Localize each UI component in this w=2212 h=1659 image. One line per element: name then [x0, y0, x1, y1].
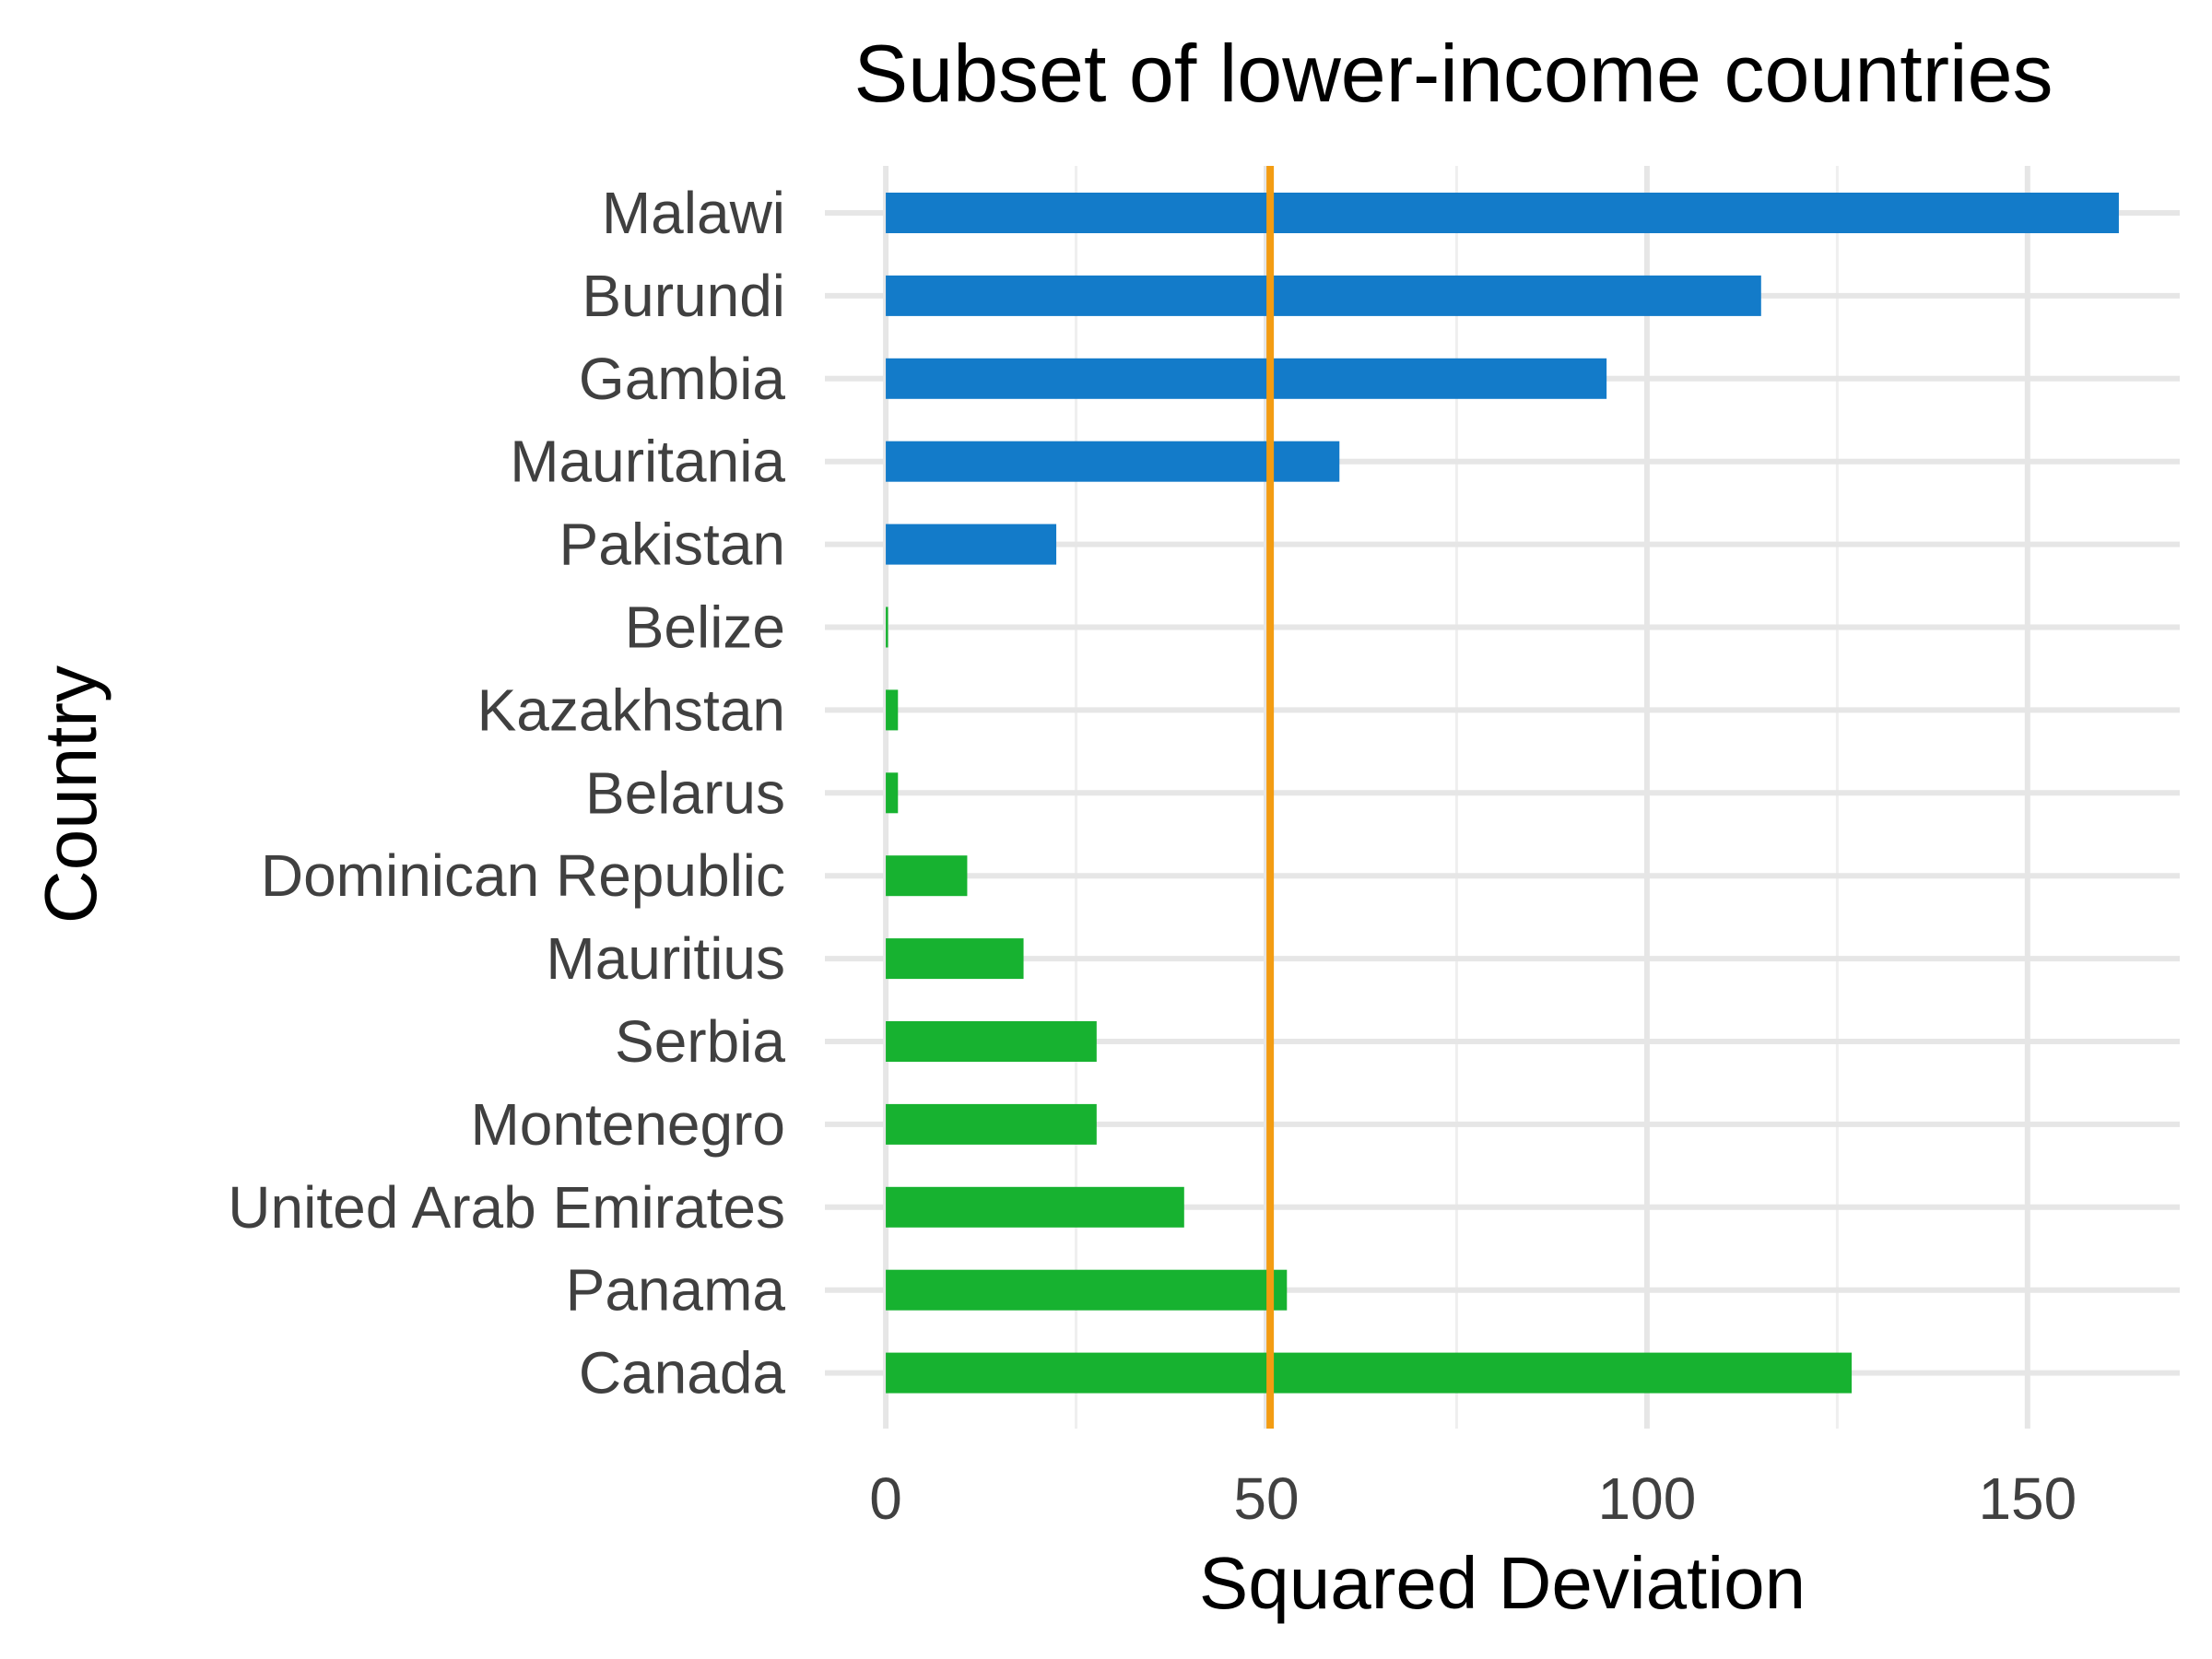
bar [886, 1352, 1853, 1394]
y-tick-label: Pakistan [559, 512, 785, 578]
bar [886, 1021, 1097, 1062]
bar [886, 938, 1024, 980]
y-tick-label: Belize [625, 594, 785, 661]
y-tick-label: Mauritius [546, 925, 785, 992]
x-tick-label: 150 [1978, 1465, 2077, 1532]
bar [886, 606, 888, 648]
bar [886, 855, 968, 897]
y-tick-label: Burundi [582, 263, 785, 329]
y-tick-label: Belarus [585, 759, 785, 826]
x-tick-label: 100 [1598, 1465, 1697, 1532]
bar [886, 358, 1607, 399]
bar [886, 1269, 1288, 1311]
chart-title: Subset of lower-income countries [853, 28, 2053, 119]
bar [886, 524, 1057, 565]
bar [886, 441, 1340, 482]
y-tick-label: Montenegro [470, 1091, 785, 1158]
bar [886, 193, 2119, 233]
grid [825, 166, 2180, 1429]
y-tick-labels: Malawi Burundi Gambia Mauritania Pakistan Bel… [228, 180, 785, 1406]
y-tick-label: Serbia [615, 1008, 785, 1075]
bar [886, 772, 899, 814]
x-tick-labels: 0 50 100 150 [869, 1465, 2077, 1532]
y-axis-title: Country [29, 665, 112, 924]
y-tick-label: Gambia [579, 346, 786, 412]
bars [886, 193, 2119, 1394]
y-tick-label: Dominican Republic [261, 842, 785, 909]
bar [886, 1186, 1184, 1228]
y-tick-label: Panama [566, 1257, 786, 1324]
bar [886, 689, 899, 731]
bar [886, 275, 1761, 316]
y-tick-label: Mauritania [510, 429, 785, 495]
y-tick-label: Malawi [602, 180, 785, 246]
x-axis-title: Squared Deviation [1199, 1542, 1806, 1624]
bar [886, 1103, 1097, 1145]
y-tick-label: Canada [579, 1340, 786, 1406]
x-tick-label: 0 [869, 1465, 902, 1532]
y-tick-label: United Arab Emirates [228, 1174, 785, 1241]
y-tick-label: Kazakhstan [477, 677, 785, 743]
x-tick-label: 50 [1233, 1465, 1299, 1532]
